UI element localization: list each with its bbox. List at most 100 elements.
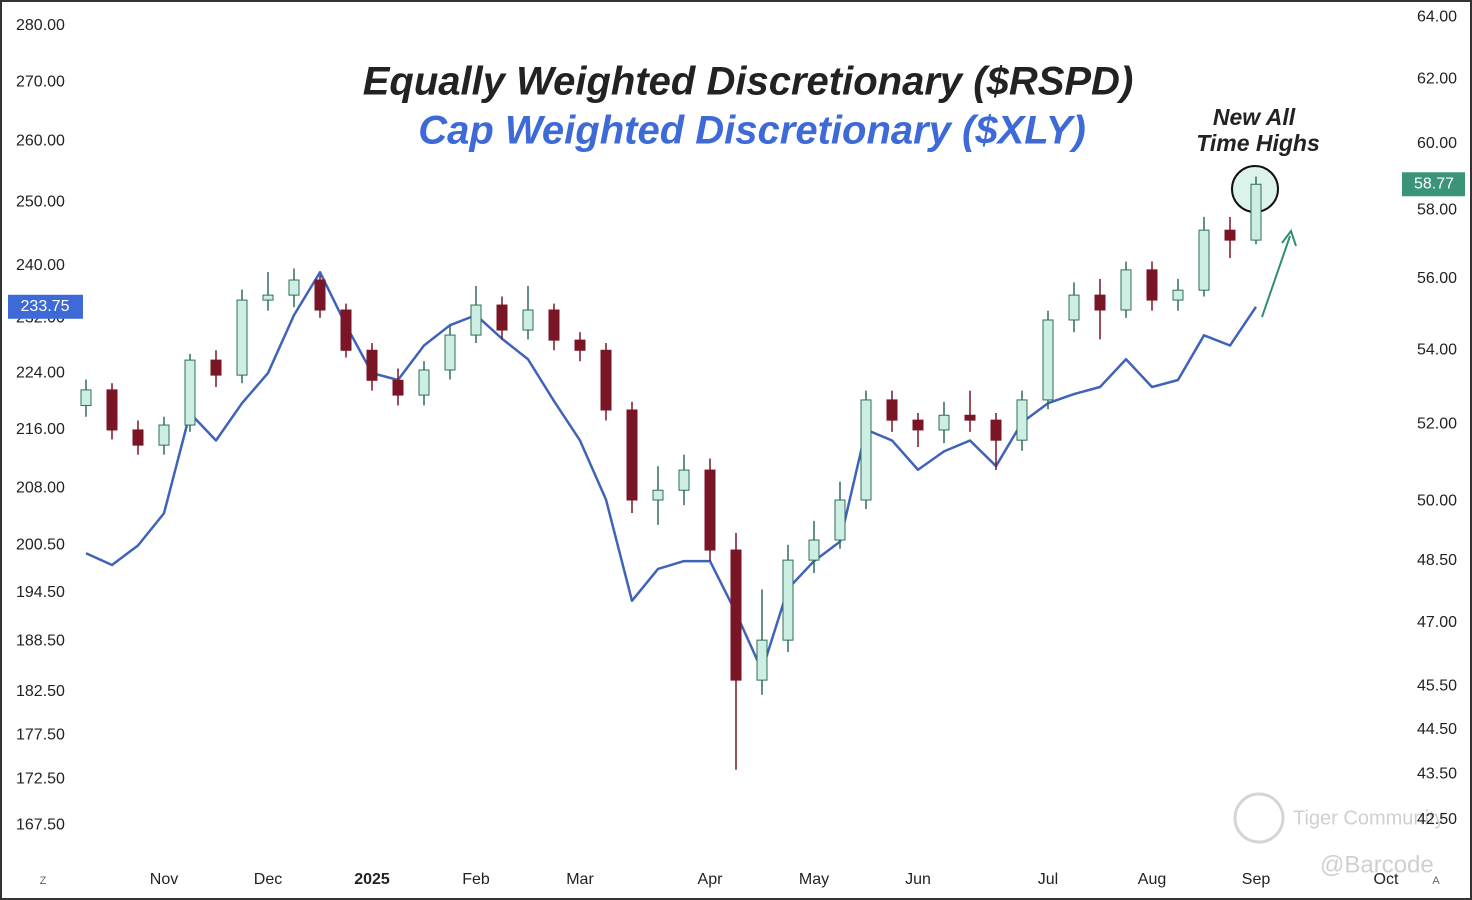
y-tick-label: 172.50 [16,771,65,788]
candle-body [1068,294,1080,321]
y-tick-label: 167.50 [16,816,65,833]
y-tick-label: 188.50 [16,633,65,650]
y2-tick-label: 50.00 [1417,492,1457,509]
x-tick-label: Dec [254,871,282,888]
x-tick-label: Feb [462,871,490,888]
y-tick-label: 250.00 [16,193,65,210]
candle-body [990,419,1002,441]
candle-body [262,294,274,301]
last-price-label: 58.77 [1414,175,1454,192]
annotation: New All [1213,104,1296,130]
candle-body [860,399,872,501]
candle-body [964,414,976,421]
chart-subtitle: Cap Weighted Discretionary ($XLY) [418,109,1086,153]
candle-body [782,559,794,641]
candle-body [1250,183,1262,241]
x-tick-label: Nov [150,871,178,888]
watermark: Tiger Community @Barcode [1233,792,1445,878]
y2-tick-label: 43.50 [1417,766,1457,783]
candle-body [574,339,586,351]
candle-body [756,639,768,681]
chart-title: Equally Weighted Discretionary ($RSPD) [363,60,1134,104]
y2-tick-label: 47.00 [1417,614,1457,631]
x-tick-label: Jul [1038,871,1058,888]
x-tick-label: 2025 [354,871,390,888]
candle-body [236,299,248,376]
candle-body [1120,269,1132,311]
y-tick-label: 216.00 [16,421,65,438]
candle-body [1042,319,1054,401]
candle-body [132,429,144,446]
candle-body [730,549,742,681]
candle-body [106,389,118,431]
candle-body [600,349,612,411]
candle-body [1198,229,1210,291]
candle-body [1016,399,1028,441]
y2-tick-label: 45.50 [1417,677,1457,694]
x-tick-label: Apr [698,871,724,888]
candle-body [366,349,378,381]
x-tick-label: Mar [566,871,594,888]
y2-tick-label: 48.50 [1417,552,1457,569]
last-price-label: 233.75 [21,298,70,315]
candle-body [886,399,898,421]
candle-body [1172,289,1184,301]
y-tick-label: 260.00 [16,132,65,149]
candle-body [470,304,482,336]
candle-body [652,489,664,501]
watermark-text: @Barcode [1320,851,1434,878]
y2-tick-label: 44.50 [1417,721,1457,738]
y2-tick-label: 52.00 [1417,416,1457,433]
y-tick-label: 200.50 [16,537,65,554]
x-tick-label: Sep [1242,871,1271,888]
y-tick-label: 240.00 [16,257,65,274]
candle-body [704,469,716,551]
last-price-box [8,294,83,319]
y2-tick-label: 54.00 [1417,341,1457,358]
y-tick-label: 224.00 [16,364,65,381]
candle-body [184,359,196,426]
candle-body [548,309,560,341]
last-price-box [1402,172,1465,197]
corner-label: Z [40,875,47,887]
candle-body [340,309,352,351]
watermark-logo [1233,792,1285,844]
candle-body [938,414,950,431]
y2-tick-label: 58.00 [1417,201,1457,218]
candle-body [288,279,300,296]
candle-body [678,469,690,491]
candle-body [444,334,456,371]
candle-body [912,419,924,431]
y-tick-label: 177.50 [16,726,65,743]
arrow [1261,228,1297,318]
candle-body [314,279,326,311]
candle-body [522,309,534,331]
candle-body [1146,269,1158,301]
y-tick-label: 208.00 [16,480,65,497]
candle-body [158,424,170,446]
candle-body [418,369,430,396]
x-tick-label: May [799,871,829,888]
x-tick-label: Aug [1138,871,1166,888]
corner-label: A [1432,875,1440,887]
candle-body [626,409,638,501]
x-tick-label: Jun [905,871,931,888]
x-tick-label: Oct [1374,871,1399,888]
y-tick-label: 194.50 [16,584,65,601]
annotation: Time Highs [1196,130,1320,156]
y-tick-label: 182.50 [16,683,65,700]
candle-body [1094,294,1106,311]
candle-body [808,539,820,561]
line-series [85,270,1258,672]
y2-tick-label: 60.00 [1417,135,1457,152]
watermark-text: Tiger Community [1293,807,1445,829]
y2-tick-label: 62.00 [1417,71,1457,88]
y2-tick-label: 64.00 [1417,8,1457,25]
y2-tick-label: 42.50 [1417,811,1457,828]
y-tick-label: 270.00 [16,74,65,91]
candle-body [1224,229,1236,241]
candle-body [80,389,92,407]
candle-body [834,499,846,541]
candle-body [210,359,222,376]
